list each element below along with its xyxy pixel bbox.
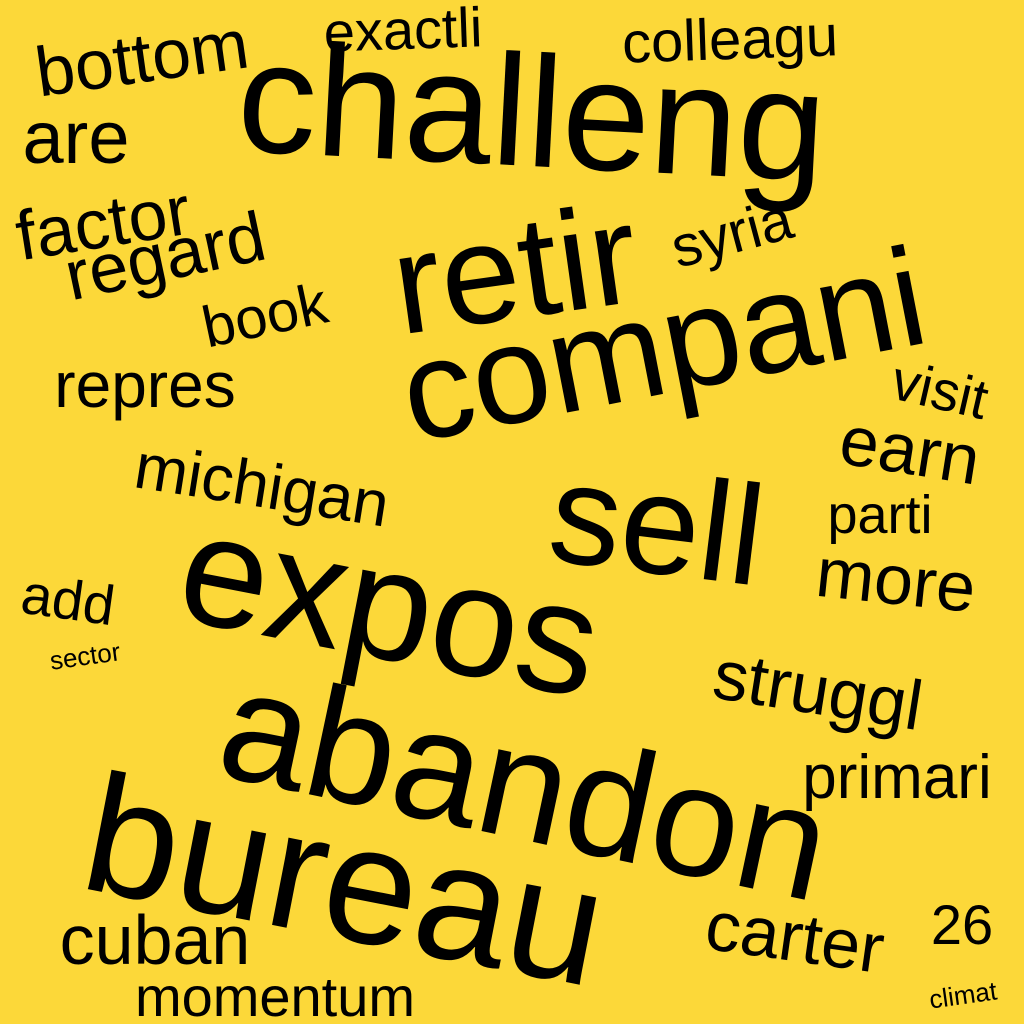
word-repres: repres bbox=[54, 349, 236, 421]
word-momentum: momentum bbox=[134, 965, 416, 1024]
word-add: add bbox=[17, 561, 119, 638]
word-climat: climat bbox=[927, 975, 999, 1015]
word-cuban: cuban bbox=[59, 901, 251, 979]
word-sector: sector bbox=[47, 636, 123, 676]
word-26: 26 bbox=[930, 893, 994, 956]
word-primari: primari bbox=[802, 743, 992, 812]
word-colleagu: colleagu bbox=[620, 3, 840, 76]
word-exactli: exactli bbox=[322, 0, 484, 64]
word-more: more bbox=[812, 532, 980, 628]
word-parti: parti bbox=[827, 485, 933, 545]
word-bottom: bottom bbox=[30, 4, 254, 112]
word-earn: earn bbox=[834, 400, 986, 500]
word-struggl: struggl bbox=[708, 635, 928, 745]
word-michigan: michigan bbox=[129, 429, 395, 541]
word-carter: carter bbox=[700, 885, 890, 989]
word-are: are bbox=[22, 96, 130, 179]
word-book: book bbox=[196, 270, 334, 361]
